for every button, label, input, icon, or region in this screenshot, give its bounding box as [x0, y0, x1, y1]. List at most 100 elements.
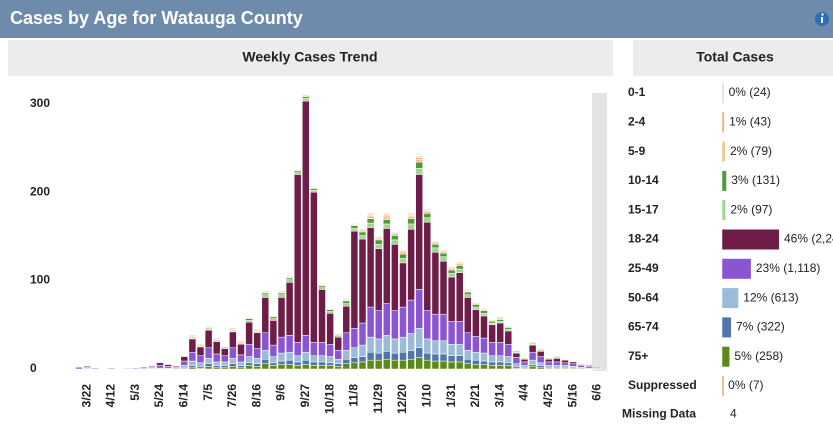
bar-segment	[204, 358, 213, 364]
bar-segment	[261, 359, 270, 364]
bar-segment	[528, 366, 537, 370]
bar-segment	[383, 228, 391, 304]
x-tick-label: 1/31	[444, 384, 458, 408]
bar-segment	[269, 316, 278, 319]
bar-segment	[334, 335, 342, 338]
bar-segment	[545, 359, 553, 363]
bar-segment	[293, 174, 302, 343]
bar-segment	[253, 358, 261, 364]
bar-segment	[536, 362, 545, 366]
bar-segment	[237, 343, 245, 356]
bar-segment	[480, 352, 488, 362]
bar-segment	[366, 227, 375, 308]
bar-segment	[423, 352, 432, 361]
bar-segment	[366, 222, 375, 228]
bar-segment	[545, 361, 553, 366]
bar-segment	[545, 365, 553, 368]
bar-segment	[269, 318, 278, 321]
bar-segment	[277, 292, 286, 295]
bar-segment	[512, 351, 521, 353]
bar-segment	[528, 364, 537, 367]
bar-segment	[293, 355, 302, 363]
bar-segment	[423, 217, 432, 223]
bar-segment	[245, 356, 253, 364]
bar-segment	[285, 277, 294, 280]
bar-segment	[391, 235, 399, 241]
bar-segment	[245, 365, 253, 370]
row-label: 65-74	[628, 320, 659, 334]
bar-segment	[334, 363, 342, 367]
bar-segment	[569, 361, 577, 364]
bar-segment	[423, 338, 432, 354]
bar-segment	[488, 324, 496, 343]
x-tick-label: 5/3	[128, 384, 142, 401]
bar-segment	[447, 267, 456, 271]
bar-segment	[504, 343, 513, 357]
x-tick-label: 5/24	[152, 384, 166, 408]
bar-segment	[261, 294, 270, 298]
bar-segment	[464, 332, 472, 351]
x-tick-label: 11/8	[347, 384, 361, 407]
bar-segment	[277, 352, 286, 362]
bar-segment	[277, 360, 286, 365]
bar-segment	[342, 363, 351, 370]
bar-segment	[399, 253, 407, 259]
bar-segment	[415, 161, 423, 169]
bar-segment	[277, 364, 286, 370]
x-tick-label: 11/29	[371, 384, 385, 414]
bar-segment	[253, 348, 261, 359]
bar-segment	[358, 235, 367, 240]
scrollbar[interactable]	[592, 93, 607, 371]
bar-segment	[553, 365, 561, 368]
x-tick-label: 2/21	[468, 384, 482, 408]
bar-segment	[302, 364, 310, 370]
value-label: 1% (43)	[729, 114, 771, 128]
bar-segment	[229, 366, 237, 370]
bar-segment	[536, 365, 545, 368]
bar-segment	[383, 213, 391, 215]
bar-segment	[358, 344, 367, 357]
bar-segment	[156, 361, 164, 364]
bar-segment	[391, 239, 399, 245]
bar-segment	[350, 328, 359, 349]
bar-segment	[285, 359, 294, 365]
bar-segment	[326, 365, 334, 370]
bar-segment	[204, 366, 213, 370]
bar-segment	[302, 359, 310, 365]
bar-segment	[553, 356, 561, 358]
y-tick-label: 100	[30, 273, 50, 287]
missing-value: 4	[730, 406, 737, 420]
bar-segment	[261, 363, 270, 370]
x-tick-label: 12/20	[395, 384, 409, 414]
value-label: 7% (322)	[736, 320, 785, 334]
bar-segment	[520, 359, 529, 363]
bar-segment	[237, 340, 245, 342]
bar-segment	[310, 188, 318, 191]
bar-segment	[439, 313, 448, 341]
bar-segment	[423, 211, 432, 214]
bar-segment	[237, 366, 245, 370]
x-tick-label: 7/5	[201, 384, 215, 401]
bar-segment	[196, 343, 205, 346]
bar-segment	[366, 351, 375, 361]
bar-segment	[520, 365, 529, 368]
bar-segment	[245, 320, 253, 323]
bar-segment	[431, 252, 440, 315]
x-tick-label: 10/18	[322, 384, 336, 414]
bar-segment	[221, 346, 229, 349]
bar	[723, 229, 779, 250]
bar-segment	[221, 355, 229, 363]
x-tick-label: 6/14	[176, 384, 190, 408]
bar-segment	[334, 350, 342, 360]
bar-segment	[488, 322, 496, 326]
bar-segment	[391, 359, 399, 370]
bar-segment	[253, 366, 261, 370]
bar-segment	[156, 365, 164, 369]
bar-segment	[107, 367, 116, 370]
bar-segment	[439, 249, 448, 251]
bar-segment	[285, 275, 294, 278]
bar-segment	[245, 362, 253, 366]
bar-segment	[212, 366, 221, 370]
bar-segment	[212, 365, 221, 368]
bar-segment	[148, 366, 156, 368]
